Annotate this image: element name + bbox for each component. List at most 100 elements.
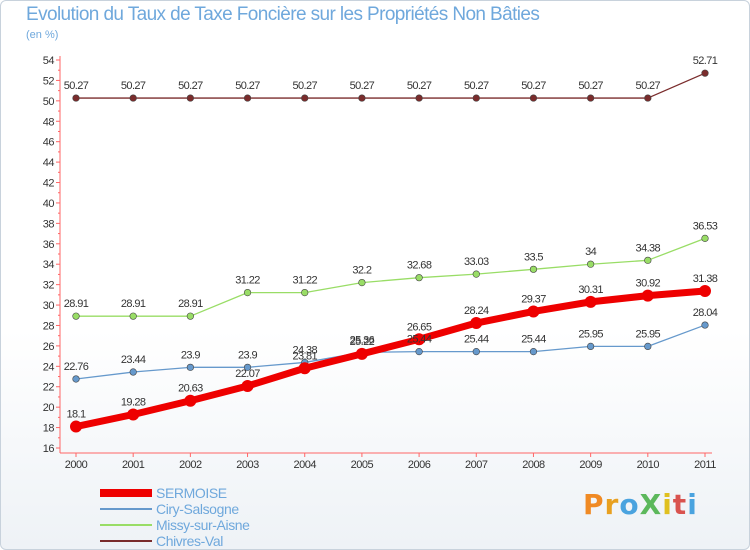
y-tick-label: 48 bbox=[43, 116, 55, 128]
data-point bbox=[701, 321, 709, 329]
data-label: 50.27 bbox=[578, 80, 603, 92]
x-tick-label: 2004 bbox=[293, 459, 316, 471]
x-tick-label: 2007 bbox=[465, 459, 488, 471]
data-label: 52.71 bbox=[693, 55, 718, 67]
y-tick-label: 42 bbox=[43, 178, 55, 190]
line-chart: 16 18 20 22 24 26 28 30 32 34 36 38 40 42 44 46 48 50 52 54… bbox=[43, 55, 719, 471]
data-point bbox=[186, 363, 194, 371]
y-tick-label: 16 bbox=[43, 443, 55, 455]
data-point bbox=[644, 256, 652, 264]
data-point bbox=[415, 348, 423, 356]
data-point bbox=[186, 94, 194, 102]
data-label: 28.91 bbox=[121, 298, 146, 310]
data-point bbox=[470, 317, 483, 330]
x-tick-label: 2003 bbox=[236, 459, 259, 471]
y-tick-label: 26 bbox=[43, 341, 55, 353]
data-point bbox=[301, 94, 309, 102]
data-label: 25.44 bbox=[407, 334, 432, 346]
data-label: 50.27 bbox=[407, 80, 432, 92]
data-point bbox=[355, 347, 368, 360]
data-label: 50.27 bbox=[292, 80, 317, 92]
logo-letter: X bbox=[639, 488, 663, 521]
y-tick-label: 44 bbox=[43, 157, 55, 169]
data-label: 23.9 bbox=[181, 349, 200, 361]
data-label: 36.53 bbox=[693, 220, 718, 232]
logo-letter: i bbox=[687, 488, 698, 521]
data-point bbox=[127, 408, 140, 421]
y-tick-label: 20 bbox=[43, 402, 55, 414]
data-label: 23.81 bbox=[292, 350, 317, 362]
logo-letter: r bbox=[604, 488, 620, 521]
logo-letter: P bbox=[583, 488, 605, 521]
data-point bbox=[641, 289, 654, 302]
data-label: 30.31 bbox=[578, 284, 603, 296]
data-label: 32.2 bbox=[352, 265, 371, 277]
y-tick-label: 50 bbox=[43, 96, 55, 108]
y-tick-label: 24 bbox=[43, 361, 55, 373]
data-point bbox=[243, 94, 252, 102]
data-label: 18.1 bbox=[66, 409, 85, 421]
legend-swatch bbox=[100, 540, 152, 542]
data-point bbox=[241, 380, 254, 393]
data-label: 22.07 bbox=[235, 368, 260, 380]
logo-letter: i bbox=[662, 488, 673, 521]
x-tick-label: 2005 bbox=[351, 459, 374, 471]
data-point bbox=[644, 94, 652, 102]
data-label: 33.03 bbox=[464, 256, 489, 268]
legend-label: Ciry-Salsogne bbox=[156, 501, 239, 517]
data-point bbox=[70, 420, 82, 433]
data-label: 23.9 bbox=[238, 349, 257, 361]
data-point bbox=[358, 278, 366, 287]
data-label: 23.44 bbox=[121, 354, 146, 366]
legend-swatch bbox=[100, 508, 152, 510]
data-label: 50.27 bbox=[521, 80, 546, 92]
legend-label: Missy-sur-Aisne bbox=[156, 517, 250, 533]
data-label: 25.44 bbox=[521, 334, 546, 346]
legend-swatch bbox=[100, 489, 152, 497]
data-label: 50.27 bbox=[464, 80, 489, 92]
proxiti-logo: ProXiti bbox=[583, 488, 698, 521]
data-label: 20.63 bbox=[178, 383, 203, 395]
data-point bbox=[587, 260, 595, 268]
y-tick-label: 28 bbox=[43, 320, 55, 332]
data-point bbox=[527, 305, 540, 318]
data-point bbox=[129, 312, 137, 320]
series-line-ciry-salsogne bbox=[75, 324, 706, 380]
data-point bbox=[701, 69, 709, 77]
data-point bbox=[184, 394, 197, 407]
data-label: 50.27 bbox=[64, 80, 89, 92]
data-point bbox=[298, 362, 311, 375]
chart-title: Evolution du Taux de Taxe Foncière sur l… bbox=[26, 4, 540, 25]
data-label: 22.76 bbox=[64, 361, 89, 373]
data-point bbox=[301, 288, 309, 297]
data-point bbox=[584, 295, 597, 308]
data-point bbox=[72, 375, 80, 383]
y-tick-label: 34 bbox=[43, 259, 55, 271]
data-point bbox=[644, 342, 652, 351]
y-tick-label: 52 bbox=[43, 75, 55, 87]
data-point bbox=[415, 274, 423, 282]
data-label: 29.37 bbox=[521, 293, 546, 305]
data-label: 28.91 bbox=[178, 298, 203, 310]
series-line-missy-sur-aisne bbox=[75, 237, 706, 317]
x-tick-label: 2006 bbox=[408, 459, 431, 471]
x-tick-label: 2002 bbox=[179, 459, 202, 471]
data-label: 25.36 bbox=[350, 334, 375, 346]
data-point bbox=[415, 94, 423, 102]
data-label: 30.92 bbox=[636, 278, 661, 290]
data-label: 50.27 bbox=[350, 80, 375, 92]
x-tick-label: 2011 bbox=[694, 459, 716, 471]
data-point bbox=[243, 288, 252, 297]
data-point bbox=[472, 94, 480, 102]
y-tick-label: 40 bbox=[43, 198, 55, 210]
y-tick-label: 46 bbox=[43, 137, 55, 149]
data-label: 25.95 bbox=[578, 328, 603, 340]
data-point bbox=[358, 94, 366, 102]
data-label: 50.27 bbox=[178, 80, 203, 92]
data-label: 25.44 bbox=[464, 334, 489, 346]
data-point bbox=[72, 94, 80, 102]
x-tick-label: 2001 bbox=[122, 459, 145, 471]
data-label: 31.22 bbox=[292, 275, 317, 287]
data-point bbox=[587, 342, 595, 351]
